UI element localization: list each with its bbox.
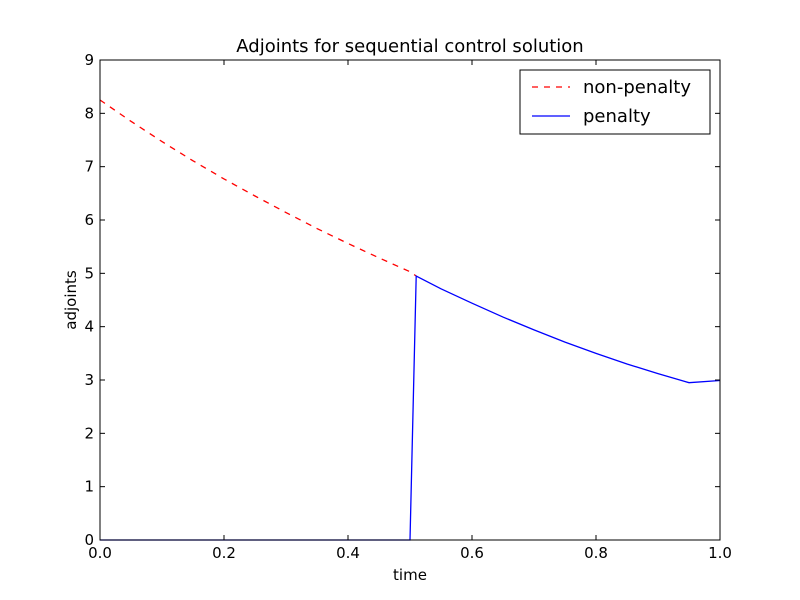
y-tick-label: 2 <box>84 424 94 442</box>
y-tick-label: 6 <box>84 211 94 229</box>
x-tick-label: 0.8 <box>584 544 608 562</box>
x-tick-label: 1.0 <box>708 544 732 562</box>
x-tick-label: 0.4 <box>336 544 360 562</box>
plot-frame <box>99 59 721 541</box>
series-line-penalty <box>100 274 721 541</box>
y-tick-label: 7 <box>84 158 94 176</box>
y-tick-label: 8 <box>84 104 94 122</box>
y-tick-label: 5 <box>84 264 94 282</box>
series-layer <box>99 99 721 541</box>
y-tick-label: 1 <box>84 478 94 496</box>
x-tick-label: 0.0 <box>88 544 112 562</box>
y-axis-label: adjoints <box>62 270 80 330</box>
x-tick-label: 0.2 <box>212 544 236 562</box>
chart-title: Adjoints for sequential control solution <box>236 36 583 57</box>
legend-label-non-penalty: non-penalty <box>583 77 691 98</box>
y-tick-label: 9 <box>84 51 94 69</box>
legend-label-penalty: penalty <box>583 106 651 127</box>
axes-layer: 0.0 0.2 0.4 0.6 0.8 1.0 0 1 2 3 4 5 6 7 8 9 <box>84 51 731 562</box>
x-tick-label: 0.6 <box>460 544 484 562</box>
legend: non-penalty penalty <box>519 69 711 135</box>
series-line-non-penalty <box>99 99 417 277</box>
legend-box <box>519 69 711 135</box>
y-tick-label: 4 <box>84 318 94 336</box>
y-tick-label: 0 <box>84 531 94 549</box>
y-tick-label: 3 <box>84 371 94 389</box>
x-axis-label: time <box>393 566 427 584</box>
